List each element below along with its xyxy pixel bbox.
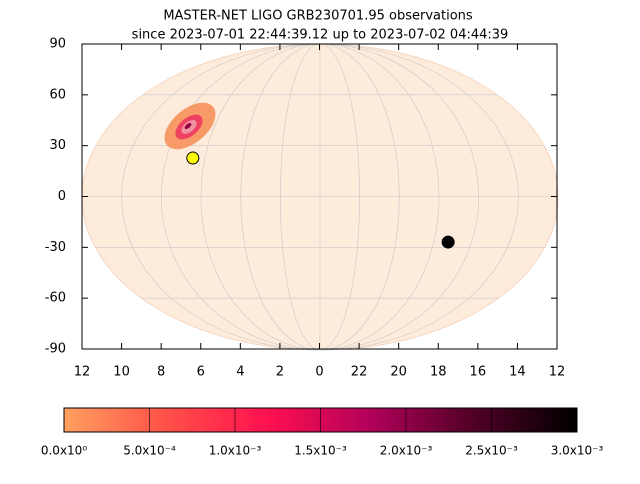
colorbar-tick-label: 2.5x10⁻³ — [465, 444, 518, 458]
chart-subtitle: since 2023-07-01 22:44:39.12 up to 2023-… — [132, 28, 509, 43]
x-tick-label: 12 — [549, 365, 566, 380]
x-tick-label: 0 — [315, 365, 323, 380]
y-tick-label: 30 — [49, 138, 66, 153]
point — [441, 235, 455, 249]
y-tick-label: 0 — [58, 189, 66, 204]
probability-region — [164, 102, 216, 150]
colorbar-tick-label: 2.0x10⁻³ — [380, 444, 433, 458]
x-tick-label: 16 — [470, 365, 487, 380]
y-tick-label: -30 — [45, 240, 66, 255]
colorbar-tick-label: 1.0x10⁻³ — [209, 444, 262, 458]
x-tick-label: 22 — [351, 365, 368, 380]
colorbar-tick-label: 1.5x10⁻³ — [294, 444, 347, 458]
x-tick-label: 2 — [276, 365, 284, 380]
x-tick-label: 10 — [113, 365, 130, 380]
y-tick-label: -60 — [45, 291, 66, 306]
y-tick-label: 90 — [49, 37, 66, 52]
x-tick-label: 12 — [74, 365, 91, 380]
x-tick-label: 14 — [509, 365, 526, 380]
y-tick-label: 60 — [49, 87, 66, 102]
x-tick-label: 20 — [390, 365, 407, 380]
x-tick-label: 18 — [430, 365, 447, 380]
point — [186, 151, 200, 165]
colorbar-tick-label: 0.0x10⁰ — [41, 444, 87, 458]
chart-title: MASTER-NET LIGO GRB230701.95 observation… — [163, 9, 473, 24]
y-tick-label: -90 — [45, 342, 66, 357]
x-tick-label: 4 — [236, 365, 244, 380]
colorbar-tick-label: 3.0x10⁻³ — [551, 444, 604, 458]
x-tick-label: 6 — [197, 365, 205, 380]
x-tick-label: 8 — [157, 365, 165, 380]
colorbar-tick-label: 5.0x10⁻⁴ — [123, 444, 176, 458]
